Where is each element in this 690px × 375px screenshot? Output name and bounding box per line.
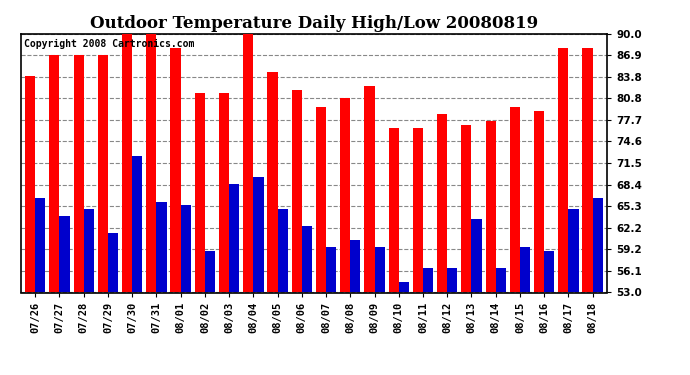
Bar [495,268,506,292]
Bar [569,209,579,292]
Bar [122,34,132,292]
Bar [558,48,569,292]
Bar [582,48,593,292]
Bar [59,216,70,292]
Bar [277,209,288,292]
Bar [253,177,264,292]
Bar [423,268,433,292]
Bar [35,198,46,292]
Bar [520,247,530,292]
Bar [462,124,471,292]
Bar [219,93,229,292]
Bar [375,247,385,292]
Bar [98,55,108,292]
Bar [74,55,83,292]
Bar [132,156,142,292]
Text: Copyright 2008 Cartronics.com: Copyright 2008 Cartronics.com [23,39,194,49]
Bar [157,202,166,292]
Bar [326,247,336,292]
Bar [534,111,544,292]
Bar [510,107,520,292]
Bar [316,107,326,292]
Bar [544,251,554,292]
Bar [388,128,399,292]
Title: Outdoor Temperature Daily High/Low 20080819: Outdoor Temperature Daily High/Low 20080… [90,15,538,32]
Bar [413,128,423,292]
Bar [49,55,59,292]
Bar [146,34,157,292]
Bar [302,226,312,292]
Bar [268,72,277,292]
Bar [340,98,351,292]
Bar [229,184,239,292]
Bar [170,48,181,292]
Bar [351,240,360,292]
Bar [399,282,409,292]
Bar [243,34,253,292]
Bar [292,90,302,292]
Bar [181,205,191,292]
Bar [486,121,495,292]
Bar [195,93,205,292]
Bar [471,219,482,292]
Bar [364,86,375,292]
Bar [108,233,118,292]
Bar [437,114,447,292]
Bar [25,76,35,292]
Bar [205,251,215,292]
Bar [447,268,457,292]
Bar [593,198,603,292]
Bar [83,209,94,292]
